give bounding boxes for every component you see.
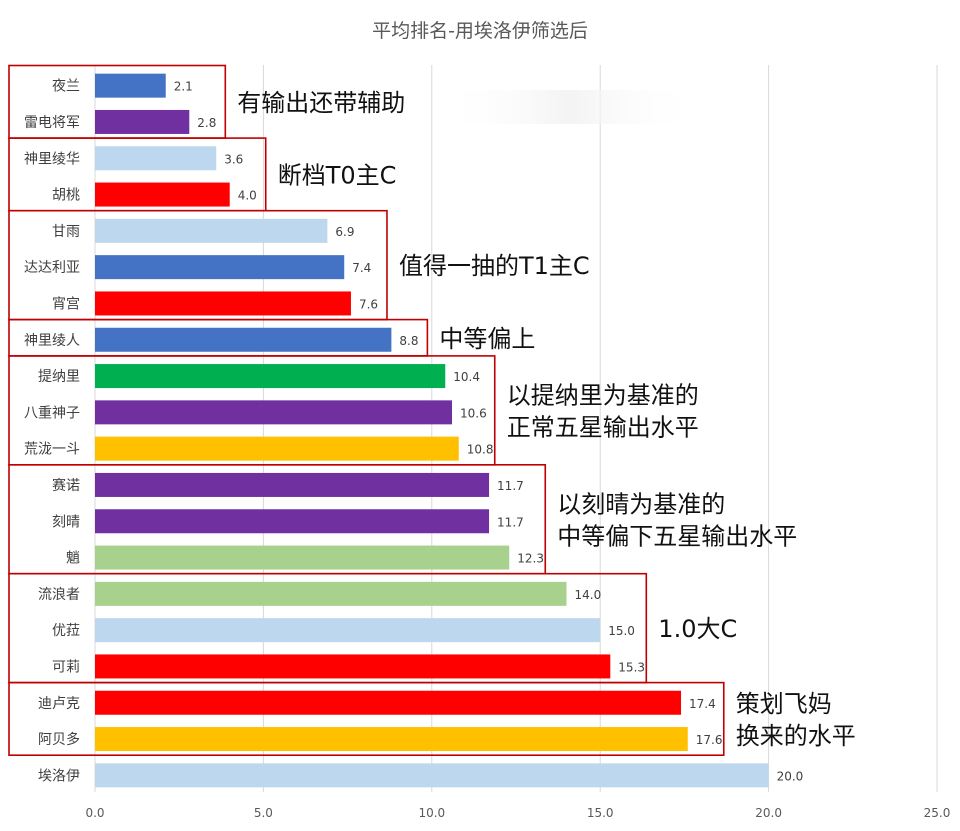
bar — [95, 327, 392, 352]
value-label: 7.6 — [359, 297, 378, 311]
bar — [95, 291, 351, 316]
value-label: 20.0 — [777, 769, 804, 783]
bar — [95, 73, 166, 98]
value-label: 17.4 — [689, 697, 716, 711]
category-label: 夜兰 — [52, 79, 80, 95]
category-label: 荒泷一斗 — [24, 442, 80, 458]
value-label: 14.0 — [575, 588, 602, 602]
category-label: 赛诺 — [52, 478, 80, 494]
category-label: 宵宫 — [52, 295, 80, 312]
category-label: 提纳里 — [38, 369, 80, 385]
bar — [95, 472, 490, 497]
bar — [95, 727, 688, 752]
bar — [95, 618, 601, 643]
value-label: 15.3 — [618, 660, 645, 674]
value-label: 15.0 — [608, 624, 635, 638]
value-label: 17.6 — [696, 733, 723, 747]
group-annotation: 正常五星输出水平 — [507, 413, 699, 441]
value-label: 12.3 — [517, 552, 544, 566]
x-axis-ticks: 0.0 5.0 10.0 15.0 20.0 25.0 — [85, 806, 950, 820]
bar — [95, 763, 769, 788]
x-tick-label: 15.0 — [587, 806, 614, 820]
x-tick-label: 25.0 — [924, 806, 951, 820]
x-tick-label: 10.0 — [418, 806, 445, 820]
group-annotation: 中等偏下五星输出水平 — [557, 522, 797, 550]
chart-title: 平均排名-用埃洛伊筛选后 — [372, 20, 588, 42]
value-label: 11.7 — [497, 479, 524, 493]
value-label: 4.0 — [238, 189, 257, 203]
category-label: 迪卢克 — [38, 696, 80, 712]
category-label: 可莉 — [52, 659, 80, 675]
category-label: 胡桃 — [52, 188, 80, 204]
bar — [95, 218, 328, 243]
value-label: 7.4 — [352, 261, 371, 275]
category-label: 埃洛伊 — [38, 768, 80, 784]
value-label: 6.9 — [335, 225, 354, 239]
bar — [95, 545, 510, 570]
group-annotation: 中等偏上 — [439, 325, 535, 353]
category-label: 流浪者 — [38, 587, 80, 603]
bars: 夜兰 2.1 雷电将军 2.8 神里绫华 3.6 胡桃 4.0 甘雨 6.9 达达利亚 7.4 宵宫 7.… — [24, 73, 804, 788]
group-annotation: 以提纳里为基准的 — [507, 381, 699, 409]
category-label: 优菈 — [52, 623, 80, 639]
value-label: 3.6 — [224, 152, 243, 166]
bar — [95, 364, 446, 389]
x-tick-label: 5.0 — [254, 806, 273, 820]
bar — [95, 182, 230, 207]
value-label: 11.7 — [497, 515, 524, 529]
value-label: 8.8 — [399, 334, 418, 348]
category-label: 八重神子 — [24, 405, 80, 421]
value-label: 10.6 — [460, 406, 487, 420]
value-label: 10.4 — [453, 370, 480, 384]
value-label: 2.8 — [197, 116, 216, 130]
bar — [95, 509, 490, 534]
x-tick-label: 20.0 — [755, 806, 782, 820]
group-annotation: 值得一抽的T1主C — [399, 252, 590, 280]
category-label: 达达利亚 — [24, 260, 80, 276]
group-box — [8, 681, 725, 756]
category-label: 神里绫华 — [24, 151, 80, 167]
category-label: 神里绫人 — [24, 333, 80, 349]
group-annotation: 换来的水平 — [736, 722, 856, 750]
group-annotation: 断档T0主C — [278, 161, 397, 189]
bar — [95, 255, 345, 280]
bar — [95, 581, 567, 606]
category-label: 雷电将军 — [24, 115, 80, 131]
bar — [95, 436, 459, 461]
value-label: 10.8 — [467, 443, 494, 457]
group-annotation: 有输出还带辅助 — [237, 89, 405, 117]
group-annotation: 以刻晴为基准的 — [557, 490, 725, 518]
group-annotation: 1.0大C — [658, 615, 737, 643]
bar — [95, 690, 682, 715]
category-label: 刻晴 — [52, 514, 80, 530]
bar — [95, 146, 217, 171]
bar — [95, 109, 190, 134]
group-boxes — [8, 64, 725, 756]
x-tick-label: 0.0 — [85, 806, 104, 820]
category-label: 阿贝多 — [38, 731, 80, 748]
bar — [95, 654, 611, 679]
value-label: 2.1 — [174, 80, 193, 94]
category-label: 甘雨 — [52, 224, 80, 240]
bar — [95, 400, 453, 425]
category-label: 魈 — [66, 551, 80, 567]
speed-streak — [440, 90, 700, 124]
group-annotation: 策划飞妈 — [736, 690, 832, 718]
